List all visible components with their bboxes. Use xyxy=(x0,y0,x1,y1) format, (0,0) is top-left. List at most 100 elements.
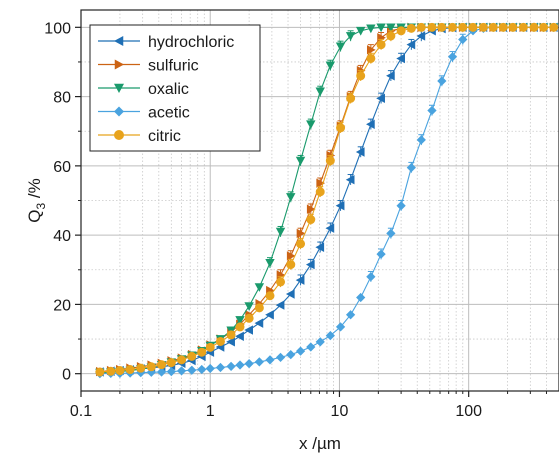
data-point xyxy=(518,22,528,32)
y-tick-label: 40 xyxy=(53,228,71,245)
data-point xyxy=(315,87,325,97)
series-citric xyxy=(95,22,559,377)
legend-marker xyxy=(114,59,124,70)
legend-marker xyxy=(114,130,124,140)
data-point xyxy=(315,242,325,252)
legend-entry-hydrochloric: hydrochloric xyxy=(98,34,234,51)
axis-ticks: 0.1 1 10 100 0 20 40 60 80 100 xyxy=(44,20,547,420)
legend-label: citric xyxy=(148,128,181,145)
data-point xyxy=(265,291,275,301)
data-point xyxy=(416,22,426,32)
data-point xyxy=(106,366,116,376)
data-point xyxy=(306,342,316,352)
legend-entry-sulfuric: sulfuric xyxy=(98,58,199,75)
data-point xyxy=(335,200,345,211)
data-point xyxy=(386,228,396,239)
y-tick-label: 100 xyxy=(44,20,71,37)
data-point xyxy=(366,53,376,63)
data-point xyxy=(396,53,405,64)
data-point xyxy=(406,162,416,173)
data-point xyxy=(286,260,296,270)
data-point xyxy=(197,347,207,357)
data-point xyxy=(346,93,356,103)
data-point xyxy=(306,120,316,130)
data-point xyxy=(254,318,264,328)
data-point xyxy=(215,362,226,373)
data-point xyxy=(498,22,508,32)
data-point xyxy=(386,71,395,81)
data-point xyxy=(286,251,296,261)
legend-marker xyxy=(114,36,124,46)
data-point xyxy=(366,45,376,55)
data-point xyxy=(265,258,275,268)
data-point xyxy=(176,366,187,376)
data-point xyxy=(187,365,197,375)
data-point xyxy=(539,22,549,32)
legend-marker xyxy=(114,83,124,93)
data-point xyxy=(285,289,295,299)
data-point xyxy=(448,22,458,32)
data-point xyxy=(235,316,245,325)
data-point xyxy=(125,365,135,375)
data-point xyxy=(549,22,559,32)
data-point xyxy=(458,22,468,32)
data-point xyxy=(386,31,396,41)
data-point xyxy=(295,156,306,166)
data-point xyxy=(315,187,325,197)
series-line xyxy=(99,26,554,373)
y-axis-title-unit: /% xyxy=(25,178,44,203)
x-tick-label: 10 xyxy=(331,403,349,420)
data-point xyxy=(356,71,366,81)
data-point xyxy=(336,123,346,133)
data-point xyxy=(376,249,386,259)
series-layer xyxy=(95,22,559,379)
data-point xyxy=(458,34,468,45)
y-axis-title-subscript: 3 xyxy=(34,203,48,210)
data-point xyxy=(235,360,245,370)
data-point xyxy=(205,342,215,352)
data-point xyxy=(306,215,316,225)
data-point xyxy=(325,330,335,341)
data-point xyxy=(396,201,406,211)
legend-entry-oxalic: oxalic xyxy=(98,81,189,98)
data-point xyxy=(235,322,245,332)
data-point xyxy=(529,22,539,32)
data-point xyxy=(396,26,406,36)
data-point xyxy=(197,364,207,375)
y-tick-label: 60 xyxy=(53,159,71,176)
x-tick-label: 1 xyxy=(206,403,215,420)
data-point xyxy=(226,337,235,347)
data-point xyxy=(386,23,396,33)
data-point xyxy=(146,367,156,377)
data-point xyxy=(356,292,366,303)
data-point xyxy=(508,22,518,32)
data-point xyxy=(316,178,326,188)
data-point xyxy=(275,352,286,363)
data-point xyxy=(366,24,376,34)
data-point xyxy=(136,363,146,373)
data-point xyxy=(244,325,253,335)
data-point xyxy=(265,310,274,320)
legend-entry-acetic: acetic xyxy=(98,105,190,122)
data-point xyxy=(95,367,105,377)
data-point xyxy=(244,302,254,311)
data-point xyxy=(427,105,437,116)
data-point xyxy=(254,357,264,367)
data-point xyxy=(345,310,356,320)
data-point xyxy=(366,119,375,130)
data-point xyxy=(478,22,488,32)
data-point xyxy=(376,23,386,33)
data-point xyxy=(437,22,447,32)
legend-marker xyxy=(114,106,124,117)
data-point xyxy=(355,147,365,157)
data-point xyxy=(275,227,286,237)
data-point xyxy=(305,259,315,270)
data-point xyxy=(366,272,376,282)
data-point xyxy=(376,93,385,104)
data-point xyxy=(254,283,265,292)
legend-label: acetic xyxy=(148,105,190,122)
data-point xyxy=(295,346,306,356)
data-point xyxy=(488,22,498,32)
legend: hydrochloric sulfuric oxalic acetic citr… xyxy=(89,24,261,152)
